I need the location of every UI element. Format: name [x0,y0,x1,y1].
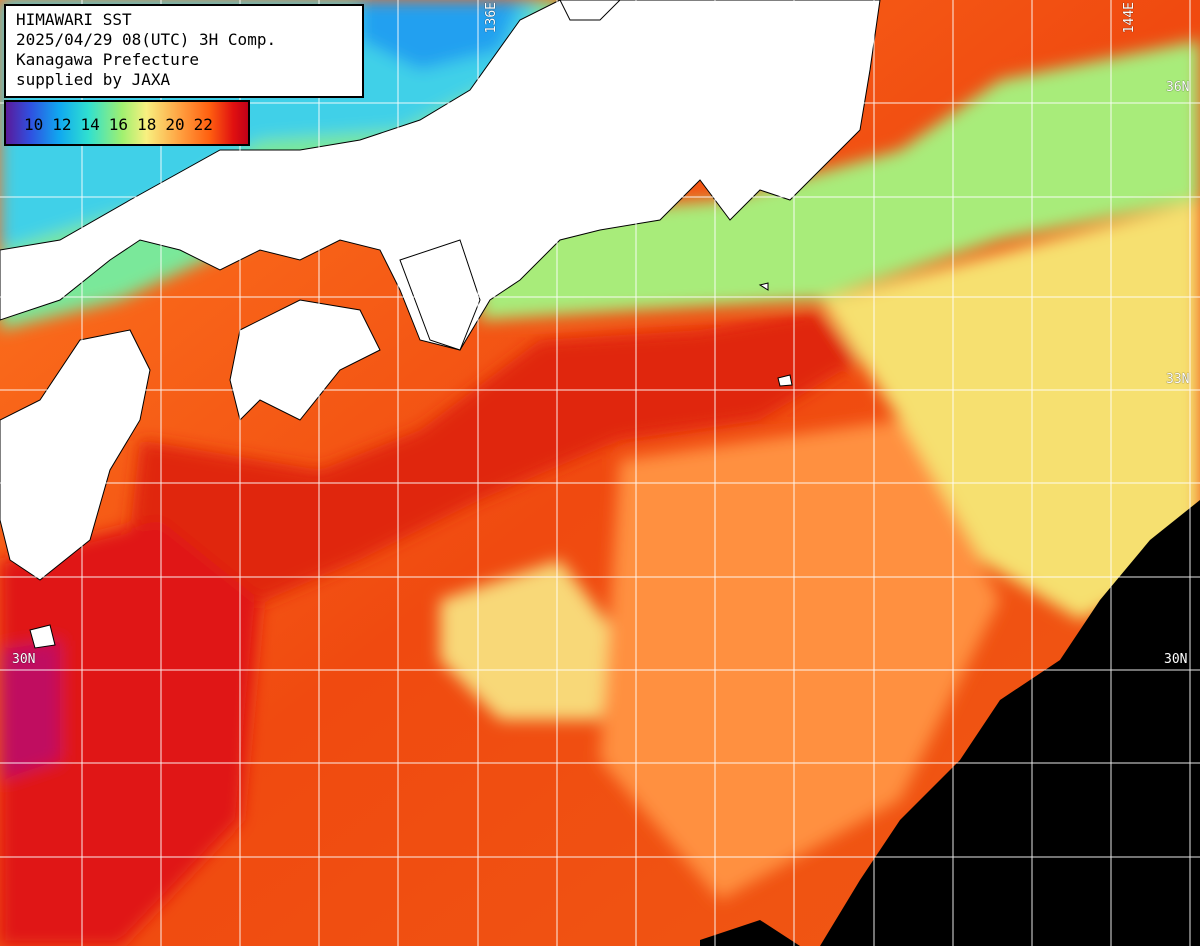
lat-label-33-right: 33N [1166,372,1190,387]
kii-peninsula [399,239,481,351]
prefecture-line: Kanagawa Prefecture [16,50,200,69]
deep-blue-patch [360,0,520,70]
island-4 [559,0,621,21]
color-legend: 10 12 14 16 18 20 22 [4,100,250,146]
island-1 [29,624,56,649]
legend-tick: 14 [80,115,100,134]
legend-labels: 10 12 14 16 18 20 22 [24,115,213,134]
cool-yellow-east [820,200,1200,620]
coastal-green [480,40,1200,320]
legend-tick: 20 [165,115,185,134]
legend-tick: 12 [52,115,72,134]
legend-tick: 22 [193,115,213,134]
date-line: 2025/04/29 08(UTC) 3H Comp. [16,30,277,49]
info-box: HIMAWARI SST 2025/04/29 08(UTC) 3H Comp.… [4,4,364,98]
legend-tick: 10 [24,115,44,134]
no-data-patch-sw [700,920,800,946]
lat-label-30-right: 30N [1164,652,1188,667]
lat-label-30-left: 30N [12,652,36,667]
mid-orange [600,420,1000,900]
kyushu [0,329,151,581]
title-line: HIMAWARI SST [16,10,132,29]
island-3 [758,282,769,291]
island-2 [777,374,793,387]
kuroshio-band [120,310,860,620]
lon-label-136: 136E [484,2,499,34]
honshu [0,0,881,351]
lat-label-36-right: 36N [1166,80,1190,95]
purple-southwest [0,640,60,780]
cool-yellow-central [440,560,620,720]
lon-label-144: 144E [1122,2,1137,34]
legend-tick: 18 [137,115,157,134]
legend-tick: 16 [108,115,129,134]
no-data-region [820,500,1200,946]
warm-west [0,520,260,946]
supplier-line: supplied by JAXA [16,70,171,89]
